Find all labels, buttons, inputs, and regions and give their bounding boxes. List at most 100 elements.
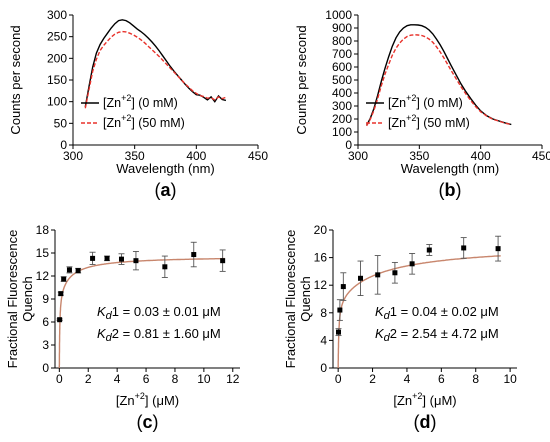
- data-point: [392, 270, 398, 276]
- panel-label-letter: b: [445, 180, 456, 200]
- x-tick-label: 6: [143, 372, 150, 386]
- data-point: [220, 258, 226, 264]
- legend-label-rest: ] (50 mM): [416, 116, 469, 130]
- x-tick-label: 10: [503, 372, 517, 386]
- kd-symbol: K: [97, 304, 107, 319]
- series-line-0: [84, 19, 227, 108]
- y-tick-label: 8: [320, 306, 327, 320]
- x-tick-label: 6: [438, 372, 445, 386]
- kd-annotation-1: Kd1 = 0.04 ± 0.02 μM: [375, 304, 499, 322]
- x-tick-label: 300: [348, 149, 368, 163]
- panel-label-letter: a: [160, 180, 171, 200]
- y-tick-label: 4: [320, 333, 327, 347]
- y-axis-title-line2: Quench: [20, 276, 35, 322]
- data-point: [58, 291, 64, 297]
- legend-label-main: [Zn: [103, 116, 121, 130]
- x-tick-label: 300: [63, 149, 83, 163]
- panel-label-open: (: [414, 412, 420, 432]
- data-point: [337, 307, 343, 313]
- data-point: [358, 275, 364, 281]
- panel-label-letter: d: [420, 412, 431, 432]
- y-tick-label: 20: [314, 223, 328, 237]
- y-tick-label: 1000: [325, 8, 352, 22]
- data-point: [61, 276, 67, 282]
- data-point: [336, 329, 342, 335]
- data-point: [426, 247, 432, 253]
- y-tick-label: 50: [54, 116, 68, 130]
- legend-label-rest: ] (0 mM): [131, 96, 178, 110]
- y-tick-label: 0: [60, 138, 67, 152]
- kd-subscript: d: [384, 332, 391, 344]
- legend-label-1: [Zn+2] (50 mM): [103, 113, 185, 130]
- legend-label-rest: ] (0 mM): [416, 96, 463, 110]
- panel-label-letter: c: [142, 412, 152, 432]
- y-axis-title: Counts per second: [8, 25, 23, 134]
- y-tick-label: 600: [332, 60, 352, 74]
- kd-symbol: K: [375, 304, 385, 319]
- data-point: [90, 255, 96, 261]
- legend-label-0: [Zn+2] (0 mM): [103, 93, 178, 110]
- x-axis-title-rest: ] (μM): [422, 393, 456, 408]
- legend-label-main: [Zn: [388, 96, 406, 110]
- x-tick-label: 12: [226, 372, 240, 386]
- x-tick-label: 400: [186, 149, 206, 163]
- x-tick-label: 2: [369, 372, 376, 386]
- data-point: [409, 261, 415, 267]
- panel-label-close: ): [171, 180, 177, 200]
- x-tick-label: 0: [335, 372, 342, 386]
- legend-label-sup: +2: [121, 93, 131, 103]
- y-tick-label: 200: [332, 112, 352, 126]
- series-line-1: [365, 34, 512, 127]
- data-point: [191, 252, 197, 258]
- series-line-1: [84, 30, 227, 109]
- panel-c: 0 2 4 6 8 10 12 0 3 6 9 12 15 18 [Zn+2] (μM) Fractional…: [5, 223, 240, 432]
- y-tick-label: 0: [42, 361, 49, 375]
- panel-label-close: ): [431, 412, 437, 432]
- kd-annotation-2: Kd2 = 2.54 ± 4.72 μM: [375, 326, 499, 344]
- y-tick-label: 700: [332, 47, 352, 61]
- y-tick-label: 500: [332, 73, 352, 87]
- y-tick-label: 0: [345, 138, 352, 152]
- y-tick-label: 3: [42, 338, 49, 352]
- x-axis-title-rest: ] (μM): [145, 393, 179, 408]
- y-tick-label: 200: [47, 51, 67, 65]
- legend-label-1: [Zn+2] (50 mM): [388, 113, 470, 130]
- x-tick-label: 400: [471, 149, 491, 163]
- x-axis-title: [Zn+2] (μM): [393, 391, 456, 408]
- y-tick-label: 400: [332, 86, 352, 100]
- y-axis-title-line1: Fractional Fluorescence: [5, 230, 20, 369]
- y-tick-label: 12: [36, 269, 50, 283]
- y-tick-label: 9: [42, 292, 49, 306]
- legend-label-sup: +2: [121, 113, 131, 123]
- data-point: [375, 272, 381, 278]
- data-point: [495, 246, 501, 252]
- x-axis-title: Wavelength (nm): [116, 161, 215, 176]
- kd-value: 2 = 0.81 ± 1.60 μM: [112, 326, 221, 341]
- panel-label: (a): [154, 180, 176, 200]
- y-axis-title: Counts per second: [294, 25, 309, 134]
- panel-b: 300 350 400 4500100200300400500600700800900…: [294, 8, 550, 200]
- y-axis-title-line2: Quench: [298, 276, 313, 322]
- panel-d: 0 2 4 6 8 10 0 4 8 12 16 20 [Zn+2] (μM) Fractional Fl…: [283, 223, 517, 432]
- kd-symbol: K: [375, 326, 385, 341]
- data-point: [118, 256, 124, 262]
- x-tick-label: 8: [472, 372, 479, 386]
- legend-label-sup: +2: [406, 93, 416, 103]
- data-point: [340, 284, 346, 290]
- data-point: [75, 268, 81, 274]
- x-axis-title: Wavelength (nm): [401, 161, 500, 176]
- y-axis-title-line1: Fractional Fluorescence: [283, 230, 298, 369]
- panel-label-open: (: [439, 180, 445, 200]
- data-point: [57, 317, 63, 323]
- kd-subscript: d: [106, 332, 113, 344]
- legend-label-sup: +2: [406, 113, 416, 123]
- panel-a: 300 350 400 450 0 50 100 150 200 250 300 Wavelength…: [8, 8, 268, 200]
- kd-value: 1 = 0.03 ± 0.01 μM: [112, 304, 221, 319]
- panel-label-open: (: [136, 412, 142, 432]
- data-point: [133, 258, 139, 264]
- y-tick-label: 900: [332, 21, 352, 35]
- panel-label-close: ): [456, 180, 462, 200]
- x-tick-label: 4: [404, 372, 411, 386]
- panel-label-open: (: [154, 180, 160, 200]
